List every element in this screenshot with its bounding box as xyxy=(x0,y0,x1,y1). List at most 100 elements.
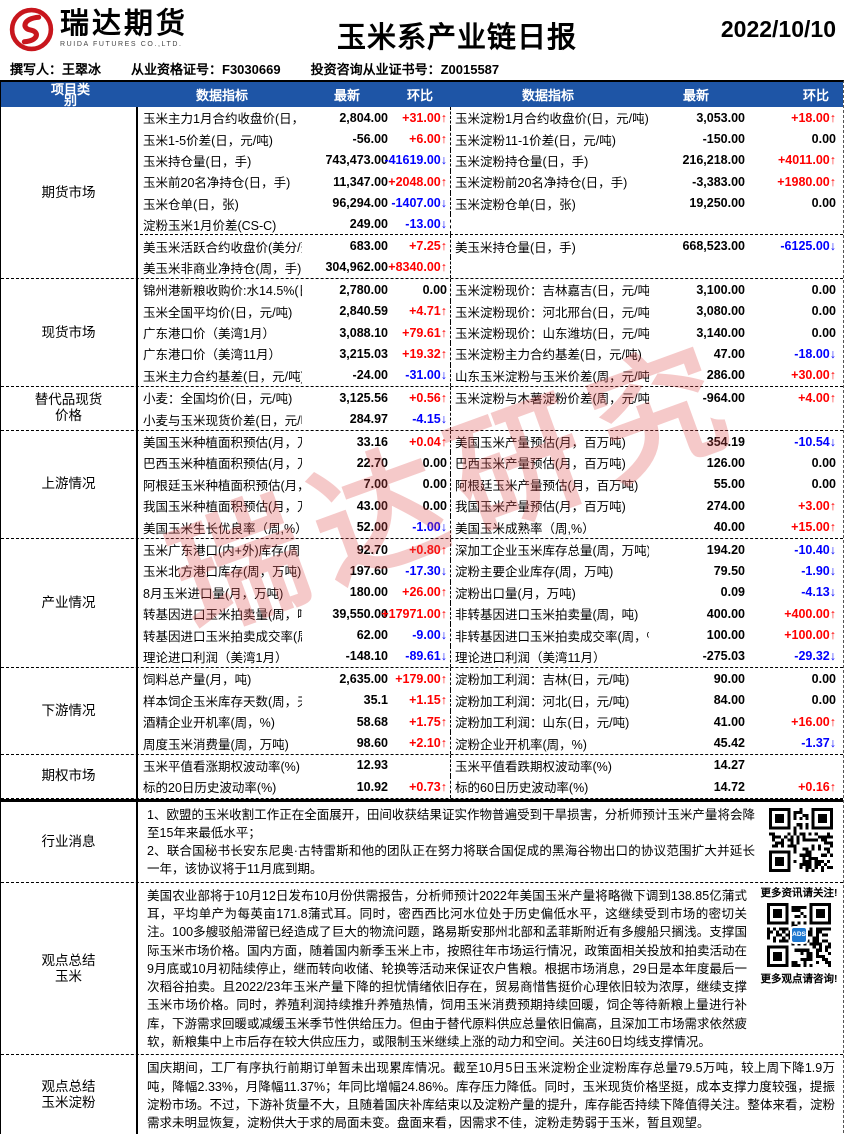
change-value: 0.00 xyxy=(811,477,836,492)
indicator-name: 美玉米活跃合约收盘价(美分/蒲式耳) xyxy=(143,240,302,255)
latest-value: 41.00 xyxy=(713,714,745,729)
table-row: 样本饲企玉米库存天数(周，天) 35.1 +1.15↑ 淀粉加工利润：河北(日，元/吨… xyxy=(140,689,843,711)
side-column: 更多资讯请关注! ADS 更多观点请咨询! xyxy=(757,885,841,986)
table-row: 理论进口利润（美湾1月） -148.10 -89.61↓ 理论进口利润（美湾11月） -… xyxy=(140,645,843,668)
latest-value: 216,218.00 xyxy=(682,153,745,168)
right-column-group: 淀粉企业开机率(周，%) 45.42 -1.37↓ xyxy=(450,732,843,754)
indicator-name: 美国玉米生长优良率（周,%） xyxy=(143,521,302,536)
change-value: +0.16↑ xyxy=(798,779,836,794)
change-value: +400.00↑ xyxy=(784,606,836,621)
latest-value: 33.16 xyxy=(356,434,388,449)
report-header: 瑞达期货 RUIDA FUTURES CO.,LTD. 玉米系产业链日报 202… xyxy=(0,0,844,58)
indicator-name: 美国玉米产量预估(月，百万吨) xyxy=(455,436,626,451)
latest-value: 11,347.00 xyxy=(333,174,388,189)
change-value: +4011.00↑ xyxy=(777,153,836,168)
data-section: 现货市场锦州港新粮收购价:水14.5%(日，元/吨)2,780.000.00玉米… xyxy=(1,279,843,388)
table-row: 阿根廷玉米种植面积预估(月，万公顷)7.000.00阿根廷玉米产量预估(月，百万… xyxy=(140,473,843,496)
table-row: 酒精企业开机率(周，%) 58.68 +1.75↑ 淀粉加工利润：山东(日，元/吨) 4… xyxy=(140,710,843,733)
indicator-name: 山东玉米淀粉与玉米价差(周，元/吨) xyxy=(455,369,649,384)
advisory-cert: 投资咨询从业证书号：Z0015587 xyxy=(310,62,500,77)
change-value: +0.73↑ xyxy=(409,779,447,794)
indicator-name: 转基因进口玉米拍卖成交率(周，%) xyxy=(143,629,302,644)
table-row: 美玉米活跃合约收盘价(美分/蒲式耳)683.00+7.25↑美玉米持仓量(日，手… xyxy=(140,235,843,257)
latest-value: -3,383.00 xyxy=(692,174,745,189)
indicator-name: 深加工企业玉米库存总量(周，万吨) xyxy=(455,544,649,558)
section-rows: 锦州港新粮收购价:水14.5%(日，元/吨)2,780.000.00玉米淀粉现价… xyxy=(140,279,843,387)
latest-value: 92.70 xyxy=(356,542,388,557)
right-column-group: 玉米淀粉现价：山东潍坊(日，元/吨) 3,140.00 0.00 xyxy=(450,321,843,344)
change-value: 0.00 xyxy=(422,498,447,513)
table-row: 美国玉米种植面积预估(月，万公顷)33.16+0.04↑美国玉米产量预估(月，百… xyxy=(140,430,843,453)
latest-value: 14.72 xyxy=(713,779,745,794)
change-value: -41619.00↓ xyxy=(384,153,447,168)
section-label: 观点总结 玉米 xyxy=(1,882,138,1055)
latest-value: -56.00 xyxy=(352,132,388,147)
change-value: +3.00↑ xyxy=(798,498,836,513)
latest-value: 52.00 xyxy=(356,520,388,535)
latest-value: 22.70 xyxy=(356,455,388,470)
col-header-indicator-r: 数据指标 xyxy=(521,88,574,103)
table-row: 玉米全国平均价(日，元/吨) 2,840.59 +4.71↑ 玉米淀粉现价：河北邢台(… xyxy=(140,300,843,322)
page-title: 玉米系产业链日报 xyxy=(336,22,577,54)
right-column-group: 深加工企业玉米库存总量(周，万吨) 194.20 -10.40↓ xyxy=(450,538,843,561)
right-column-group: 阿根廷玉米产量预估(月，百万吨) 55.00 0.00 xyxy=(450,473,843,496)
indicator-name: 锦州港新粮收购价:水14.5%(日，元/吨) xyxy=(143,284,302,299)
company-name-en: RUIDA FUTURES CO.,LTD. xyxy=(60,41,183,48)
right-column-group: 玉米淀粉前20名净持仓(日，手) -3,383.00 +1980.00↑ xyxy=(450,171,843,193)
qr-code-with-ads-logo: ADS xyxy=(767,902,831,967)
indicator-name: 广东港口价（美湾11月） xyxy=(143,348,281,363)
change-value: -9.00↓ xyxy=(412,628,447,643)
right-column-group: 淀粉加工利润：吉林(日，元/吨) 90.00 0.00 xyxy=(450,668,843,690)
indicator-name: 样本饲企玉米库存天数(周，天) xyxy=(143,694,302,709)
latest-value: 194.20 xyxy=(706,542,745,557)
change-value: 0.00 xyxy=(811,304,836,319)
latest-value: 3,080.00 xyxy=(696,304,745,319)
latest-value: 3,215.03 xyxy=(339,346,388,361)
right-column-group: 美国玉米产量预估(月，百万吨) 354.19 -10.54↓ xyxy=(450,430,843,453)
indicator-name: 玉米淀粉现价：山东潍坊(日，元/吨) xyxy=(455,327,649,342)
right-column-group: 玉米淀粉与木薯淀粉价差(周，元/吨) -964.00 +4.00↑ xyxy=(450,387,843,409)
indicator-name: 转基因进口玉米拍卖量(周，吨) xyxy=(143,608,302,623)
section-rows: 小麦：全国均价(日，元/吨) 3,125.56 +0.56↑ 玉米淀粉与木薯淀粉价差(… xyxy=(140,387,843,430)
indicator-name: 玉米仓单(日，张) xyxy=(143,197,239,212)
section-rows: 玉米广东港口(内+外)库存(周，万吨)92.70+0.80↑深加工企业玉米库存总… xyxy=(140,538,843,668)
change-value: +0.04↑ xyxy=(409,434,447,449)
change-value: +2048.00↑ xyxy=(388,174,447,189)
indicator-name: 玉米全国平均价(日，元/吨) xyxy=(143,305,293,320)
latest-value: 58.68 xyxy=(356,714,388,729)
indicator-name: 玉米广东港口(内+外)库存(周，万吨) xyxy=(143,544,302,558)
indicator-name: 阿根廷玉米产量预估(月，百万吨) xyxy=(455,478,639,493)
right-column-group: 玉米淀粉11-1价差(日，元/吨) -150.00 0.00 xyxy=(450,128,843,150)
latest-value: 55.00 xyxy=(713,477,745,492)
summary-corn-text: 美国农业部将于10月12日发布10月份供需报告，分析师预计2022年美国玉米产量… xyxy=(147,888,748,1050)
change-value xyxy=(388,755,447,776)
latest-value: 286.00 xyxy=(706,368,745,383)
indicator-name: 我国玉米种植面积预估(月，万公顷) xyxy=(143,500,302,515)
table-row: 玉米北方港口库存(周，万吨) 197.60 -17.30↓ 淀粉主要企业库存(周，万吨… xyxy=(140,560,843,582)
change-value: -4.15↓ xyxy=(412,412,447,427)
latest-value: 12.93 xyxy=(356,758,388,773)
latest-value: 249.00 xyxy=(349,217,388,232)
table-row: 我国玉米种植面积预估(月，万公顷)43.000.00我国玉米产量预估(月，百万吨… xyxy=(140,495,843,517)
writer-name: 撰写人：王翠冰 xyxy=(10,62,102,77)
section-label: 观点总结 玉米淀粉 xyxy=(1,1055,138,1134)
change-value: -1.00↓ xyxy=(412,520,447,535)
latest-value: 683.00 xyxy=(349,239,388,254)
right-column-group: 淀粉主要企业库存(周，万吨) 79.50 -1.90↓ xyxy=(450,560,843,582)
right-column-group: 玉米淀粉仓单(日，张) 19,250.00 0.00 xyxy=(450,192,843,214)
indicator-name: 淀粉加工利润：山东(日，元/吨) xyxy=(455,716,630,731)
latest-value: 668,523.00 xyxy=(682,239,745,254)
right-column-group xyxy=(450,256,843,279)
data-section: 下游情况 饲料总产量(月，吨) 2,635.00 +179.00↑ 淀粉加工利润：吉林(… xyxy=(1,668,843,755)
company-name: 瑞达期货 xyxy=(60,8,189,40)
change-value: +179.00↑ xyxy=(395,671,447,686)
change-value: -17.30↓ xyxy=(405,563,447,578)
latest-value: 3,140.00 xyxy=(696,325,745,340)
data-section: 替代品现货 价格 小麦：全国均价(日，元/吨) 3,125.56 +0.56↑ 玉米淀粉… xyxy=(1,387,843,431)
right-column-group: 标的60日历史波动率(%) 14.72 +0.16↑ xyxy=(450,776,843,798)
report-date: 2022/10/10 xyxy=(720,16,836,42)
change-value: +0.56↑ xyxy=(409,390,447,405)
indicator-name: 淀粉主要企业库存(周，万吨) xyxy=(455,565,614,580)
change-value: -1.90↓ xyxy=(801,563,836,578)
latest-value: 39,550.00 xyxy=(332,606,388,621)
